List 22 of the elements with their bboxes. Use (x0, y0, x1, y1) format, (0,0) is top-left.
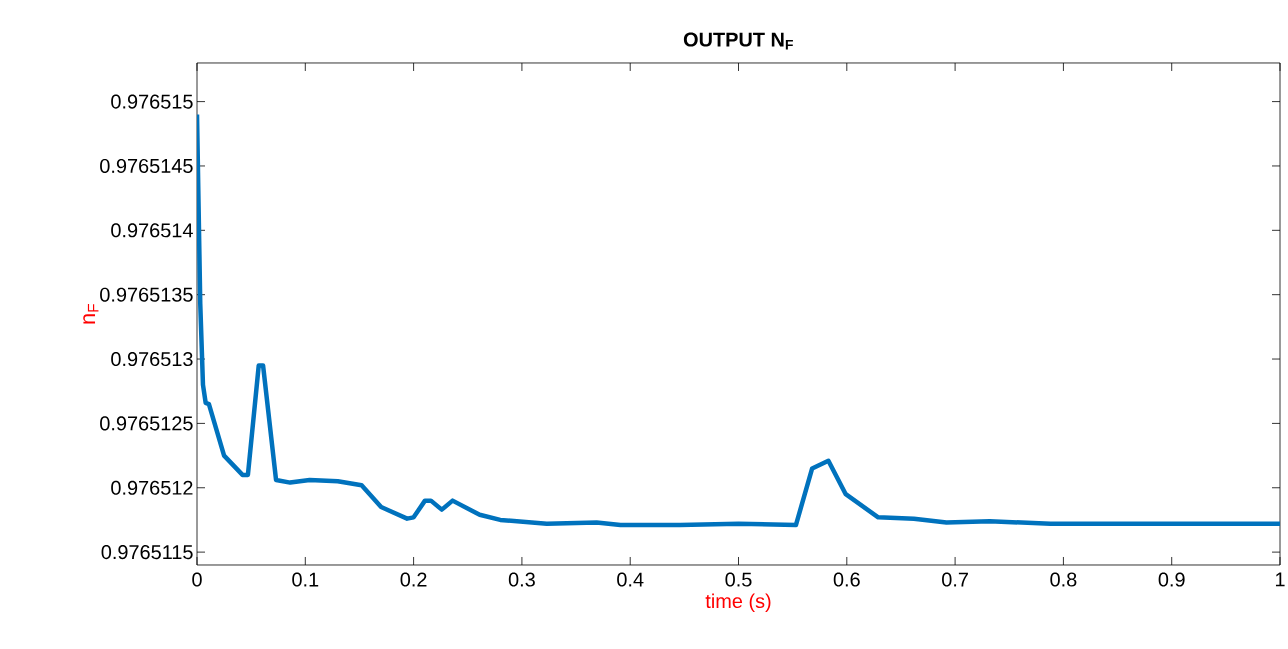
x-tick-label: 0.7 (942, 572, 968, 587)
x-tick-label: 0.2 (400, 572, 427, 587)
x-tick-label: 0 (192, 572, 202, 587)
x-tick-label: 0.8 (1050, 572, 1077, 587)
x-tick-label: 0.1 (292, 572, 319, 587)
y-tick-label: 0.9765115 (101, 545, 193, 560)
y-tick-label: 0.9765135 (100, 287, 193, 302)
y-tick-label: 0.976514 (111, 223, 193, 238)
y-tick-label: 0.9765125 (100, 416, 193, 431)
y-tick-label: 0.9765145 (100, 158, 193, 174)
y-tick-label: 0.976513 (111, 351, 193, 367)
x-tick-label: 0.4 (617, 572, 644, 587)
x-tick-label: 0.9 (1158, 572, 1185, 587)
y-tick-label: 0.976512 (111, 480, 193, 495)
x-tick-label: 0.3 (508, 572, 535, 587)
x-tick-label: 0.6 (833, 572, 860, 587)
x-tick-label: 0.5 (725, 572, 752, 587)
x-axis-title: time (s) (705, 593, 771, 613)
chart-title: OUTPUT N$_{F}$ (683, 32, 793, 50)
y-tick-label: 0.976515 (111, 94, 193, 109)
y-axis-title: n$_{F}$ (83, 304, 99, 324)
x-tick-label: 1 (1275, 572, 1285, 587)
